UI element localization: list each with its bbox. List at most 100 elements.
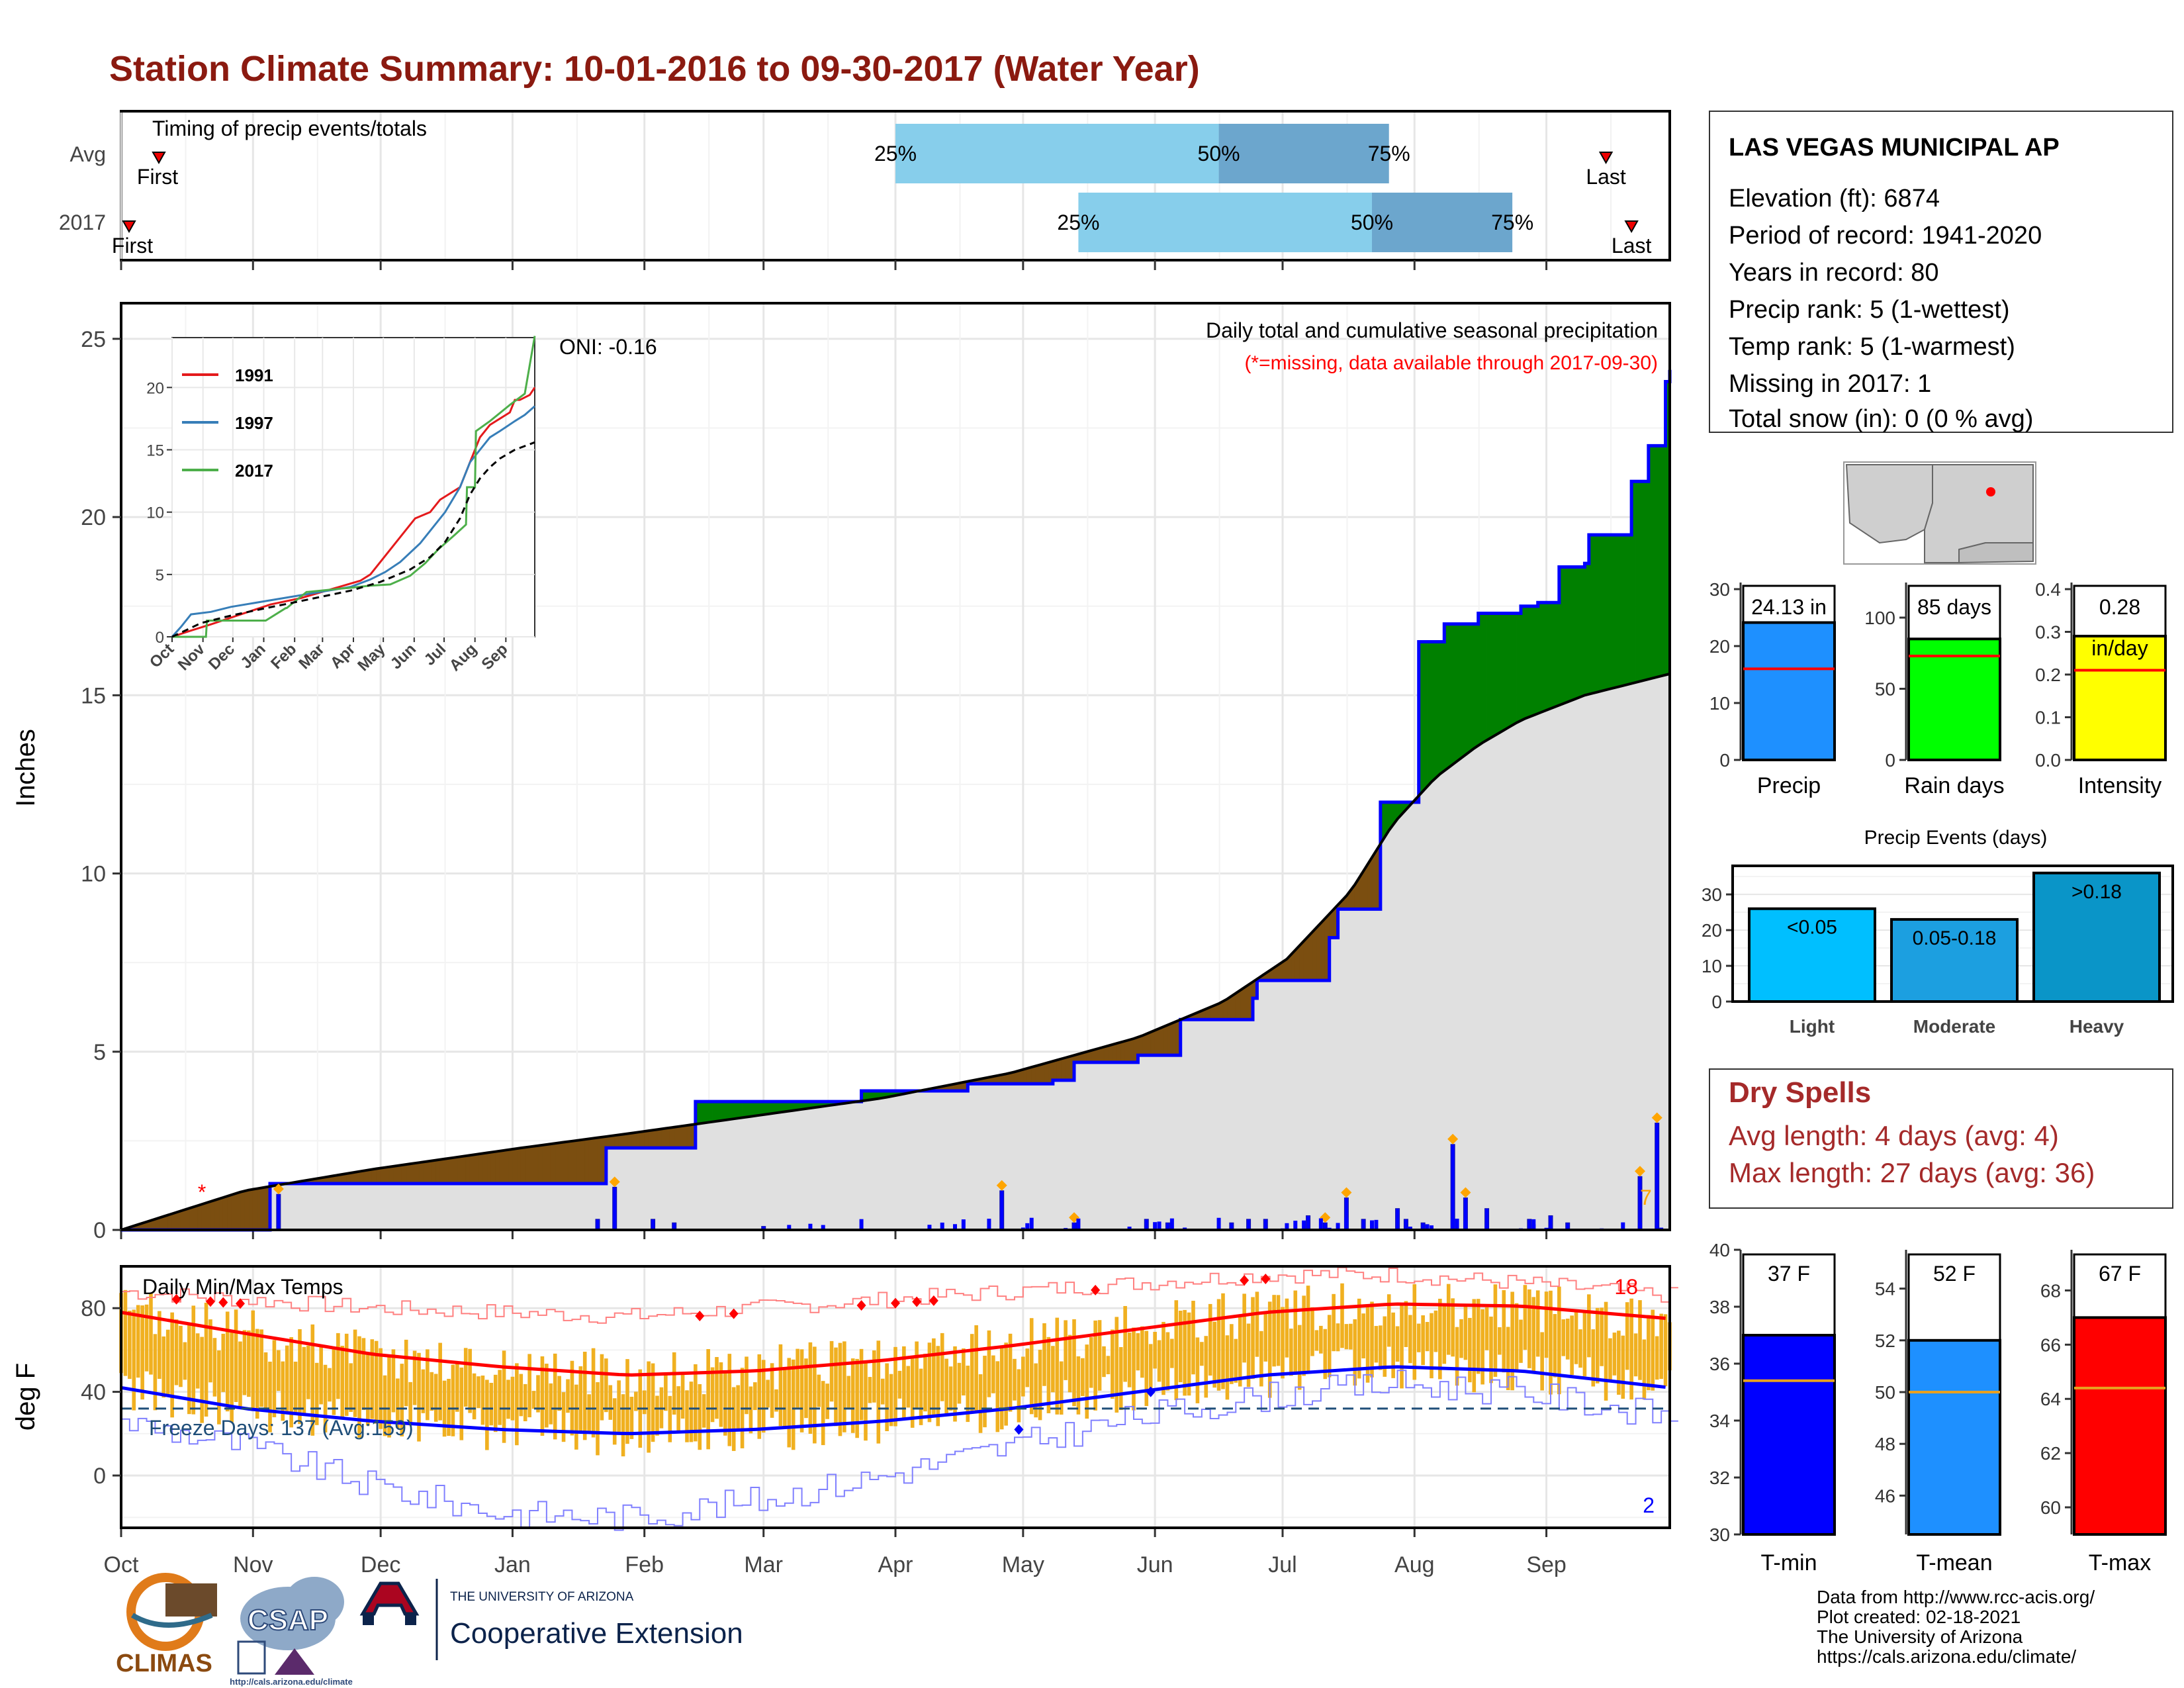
daily-temp-bar <box>1498 1327 1502 1355</box>
daily-temp-bar <box>1314 1330 1319 1351</box>
departure-band <box>1584 563 1590 696</box>
precip-ytick: 25 <box>81 327 106 352</box>
departure-band <box>201 1202 206 1231</box>
daily-temp-bar <box>408 1382 412 1426</box>
departure-band <box>393 1165 398 1184</box>
events-title: Precip Events (days) <box>1864 827 2048 849</box>
daily-temp-bar <box>1055 1317 1060 1415</box>
daily-temp-bar <box>557 1376 561 1411</box>
departure-band <box>1427 641 1432 787</box>
daily-precip-bar <box>1395 1208 1400 1231</box>
daily-temp-bar <box>191 1305 196 1415</box>
month-label-dec: Dec <box>361 1552 400 1577</box>
daily-temp-bar <box>259 1329 263 1407</box>
daily-temp-bar <box>962 1348 966 1396</box>
departure-band <box>661 1128 666 1149</box>
daily-temp-bar <box>1281 1307 1285 1379</box>
intensity-value-bar <box>2073 634 2167 762</box>
departure-band <box>635 1131 641 1149</box>
daily-precip-bar <box>961 1219 966 1230</box>
daily-temp-bar <box>1319 1325 1323 1354</box>
daily-temp-bar <box>1608 1338 1612 1381</box>
daily-precip-bar <box>1127 1227 1132 1230</box>
departure-band <box>746 1101 751 1117</box>
daily-temp-bar <box>991 1355 995 1393</box>
departure-band <box>214 1198 220 1231</box>
departure-band <box>618 1134 623 1149</box>
daily-temp-bar <box>536 1375 540 1413</box>
daily-temp-bar <box>374 1340 379 1424</box>
month-label-mar: Mar <box>744 1552 783 1577</box>
daily-precip-bar <box>1293 1221 1298 1230</box>
daily-temp-bar <box>1647 1315 1651 1391</box>
daily-temp-bar <box>604 1358 608 1413</box>
daily-temp-bar <box>749 1386 753 1434</box>
daily-temp-bar <box>910 1356 915 1428</box>
missing-data-marker: * <box>198 1180 206 1204</box>
daily-temp-bar <box>1621 1335 1625 1399</box>
daily-precip-bar <box>1336 1223 1340 1230</box>
temp-bar-label-box <box>1742 1253 1836 1336</box>
departure-band <box>231 1193 236 1231</box>
daily-temp-bar <box>587 1394 591 1432</box>
daily-temp-bar <box>221 1333 226 1392</box>
departure-band <box>707 1101 713 1123</box>
timing-p75-label: 75% <box>1368 142 1410 165</box>
daily-temp-bar <box>1085 1344 1089 1419</box>
daily-temp-bar <box>242 1330 247 1395</box>
departure-band <box>227 1194 232 1231</box>
inset-line-1991 <box>171 387 536 638</box>
daily-temp-bar <box>944 1358 948 1416</box>
temp-bar-ytick: 52 <box>1875 1331 1895 1351</box>
timing-title: Timing of precip events/totals <box>152 117 427 140</box>
daily-temp-bar <box>1195 1337 1200 1403</box>
departure-band <box>1537 602 1543 714</box>
daily-temp-bar <box>1246 1323 1251 1387</box>
daily-temp-bar <box>727 1354 732 1446</box>
daily-temp-bar <box>766 1380 770 1408</box>
departure-band <box>555 1143 560 1184</box>
daily-temp-bar <box>804 1358 808 1419</box>
departure-band <box>767 1101 772 1115</box>
daily-temp-bar <box>251 1310 255 1411</box>
daily-temp-bar <box>783 1366 787 1428</box>
daily-temp-bar <box>1068 1335 1072 1393</box>
departure-band <box>1618 534 1623 687</box>
daily-precip-bar <box>1455 1219 1459 1230</box>
daily-temp-bar <box>370 1339 375 1419</box>
record-low-line <box>121 1370 1678 1531</box>
temp-bar-ytick: 64 <box>2040 1389 2061 1409</box>
temp-ytick: 80 <box>81 1296 106 1321</box>
daily-temp-bar <box>897 1370 902 1399</box>
raindays-xlabel: Rain days <box>1904 773 2004 798</box>
departure-band <box>1240 987 1245 1020</box>
departure-band <box>699 1101 705 1124</box>
daily-temp-bar <box>1118 1346 1123 1411</box>
daily-temp-bar <box>1408 1315 1412 1364</box>
departure-band <box>1639 481 1645 682</box>
daily-temp-bar <box>846 1376 851 1408</box>
daily-temp-bar <box>1089 1337 1093 1388</box>
daily-temp-bar <box>1617 1331 1621 1395</box>
event-bar-heavy <box>2032 871 2161 1003</box>
daily-temp-bar <box>608 1385 613 1420</box>
daily-temp-bar <box>263 1352 268 1411</box>
departure-band <box>1469 624 1475 752</box>
daily-temp-bar <box>187 1325 191 1415</box>
intensity-value-label: 0.28 <box>2099 595 2140 619</box>
heavy-event-marker <box>1341 1187 1352 1198</box>
daily-temp-bar <box>1127 1333 1132 1387</box>
daily-precip-bar <box>1638 1223 1642 1230</box>
month-label-apr: Apr <box>878 1552 913 1577</box>
daily-temp-bar <box>336 1333 340 1399</box>
daily-temp-bar <box>1017 1369 1021 1423</box>
departure-band <box>1533 606 1539 716</box>
departure-band <box>644 1130 649 1149</box>
daily-temp-bar <box>430 1372 434 1411</box>
daily-temp-bar <box>1327 1315 1332 1378</box>
daily-temp-bar <box>493 1374 498 1432</box>
departure-band <box>1431 641 1436 782</box>
departure-band <box>529 1146 534 1184</box>
departure-band <box>588 1138 594 1184</box>
raindays-bar-chart: 0 50 100 85 days Rain days <box>1864 583 2005 798</box>
